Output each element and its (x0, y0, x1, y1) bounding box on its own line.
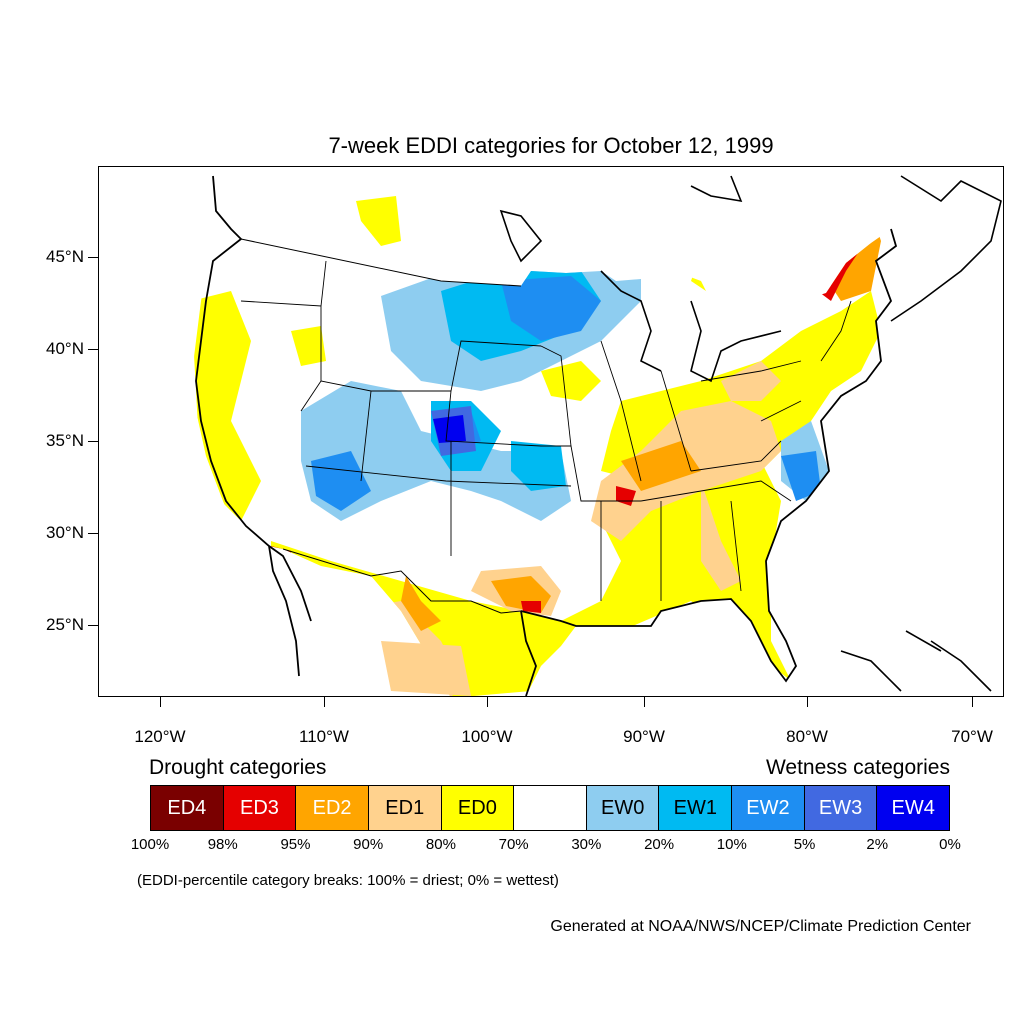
lon-tick-70 (972, 697, 973, 707)
category-shading (191, 176, 881, 696)
break-label: 30% (571, 836, 602, 853)
east-coastline (520, 228, 898, 683)
atlantic-canada-coast (890, 175, 1002, 322)
caribbean-islands (840, 630, 992, 692)
lon-tick-110 (324, 697, 325, 707)
lon-tick-90 (644, 697, 645, 707)
legend-box-ew3: EW3 (804, 786, 878, 830)
breaks-note: (EDDI-percentile category breaks: 100% =… (137, 872, 559, 889)
lon-label-90: 90°W (623, 727, 665, 746)
eddi-map (191, 175, 1002, 696)
ed0-west-coast (191, 291, 261, 521)
legend-box-ew2: EW2 (732, 786, 805, 830)
lat-label-40: 40°N (46, 339, 84, 358)
ed4-quebec (846, 191, 863, 229)
break-label: 5% (793, 836, 816, 853)
legend-box-ew1: EW1 (659, 786, 733, 830)
state-borders (240, 260, 852, 601)
ed0-canada-west (356, 196, 401, 246)
lake-winnipeg (499, 209, 543, 263)
lon-label-110: 110°W (299, 727, 349, 746)
lat-tick-35 (88, 441, 98, 442)
lon-label-120: 120°W (134, 727, 186, 746)
legend-box-ed1: ED1 (368, 786, 442, 830)
ed1-georgia (701, 481, 741, 591)
ew1-kansas (511, 441, 566, 491)
lon-label-80: 80°W (786, 727, 828, 746)
west-coastline (195, 175, 312, 677)
legend-box-ed0: ED0 (441, 786, 515, 830)
legend-box-ew4: EW4 (877, 786, 950, 830)
map-title: 7-week EDDI categories for October 12, 1… (328, 133, 774, 158)
legend-box-neutral (514, 786, 587, 830)
mexico-border (282, 548, 522, 614)
ew0-bc (251, 176, 291, 206)
ed1-mexico (381, 641, 471, 696)
legend-box-ed2: ED2 (296, 786, 369, 830)
legend-box-ed4: ED4 (151, 786, 224, 830)
lat-label-45: 45°N (46, 247, 84, 266)
canada-border (240, 238, 522, 287)
hudson-bay-coast (690, 175, 743, 203)
great-lakes (600, 270, 782, 383)
lat-tick-25 (88, 625, 98, 626)
ed2-ontario (731, 246, 776, 281)
lon-label-70: 70°W (951, 727, 993, 746)
break-label: 80% (425, 836, 456, 853)
ew2-north-dakota (501, 276, 601, 341)
ew4-colorado (433, 415, 466, 443)
lon-tick-120 (160, 697, 161, 707)
lat-tick-40 (88, 349, 98, 350)
wetness-categories-heading: Wetness categories (765, 756, 950, 779)
break-label: 10% (716, 836, 747, 853)
ed2-quebec (811, 181, 881, 301)
ed0-idaho (291, 326, 326, 366)
break-label: 0% (939, 836, 961, 853)
ed3-texas (521, 601, 541, 613)
break-label: 98% (207, 836, 238, 853)
break-label: 90% (353, 836, 384, 853)
break-label: 20% (644, 836, 675, 853)
lat-tick-45 (88, 257, 98, 258)
break-label: 70% (498, 836, 529, 853)
lat-tick-30 (88, 533, 98, 534)
lat-label-35: 35°N (46, 431, 84, 450)
ed0-iowa (541, 361, 601, 401)
ed0-northeast (681, 191, 841, 301)
lon-label-100: 100°W (461, 727, 513, 746)
break-label: 100% (130, 836, 170, 853)
ew2-arizona (311, 451, 371, 511)
map-outlines (195, 175, 1002, 696)
texas-coast (520, 610, 537, 696)
lat-label-25: 25°N (46, 615, 84, 634)
lat-label-30: 30°N (46, 523, 84, 542)
legend-box-ew0: EW0 (586, 786, 660, 830)
ew2-carolina (781, 451, 821, 501)
legend-color-bar: ED4 ED3 ED2 ED1 ED0 EW0 EW1 EW2 EW3 EW4 (150, 785, 950, 831)
lon-tick-100 (487, 697, 488, 707)
ed2-kentucky (621, 441, 701, 491)
break-label: 95% (280, 836, 311, 853)
drought-categories-heading: Drought categories (149, 756, 327, 779)
break-label: 2% (866, 836, 889, 853)
ed2-rio-grande (401, 576, 441, 631)
legend-box-ed3: ED3 (223, 786, 297, 830)
ed1-ohio (721, 361, 781, 401)
credit-text: Generated at NOAA/NWS/NCEP/Climate Predi… (550, 918, 971, 935)
lon-tick-80 (807, 697, 808, 707)
map-frame (98, 166, 1004, 697)
